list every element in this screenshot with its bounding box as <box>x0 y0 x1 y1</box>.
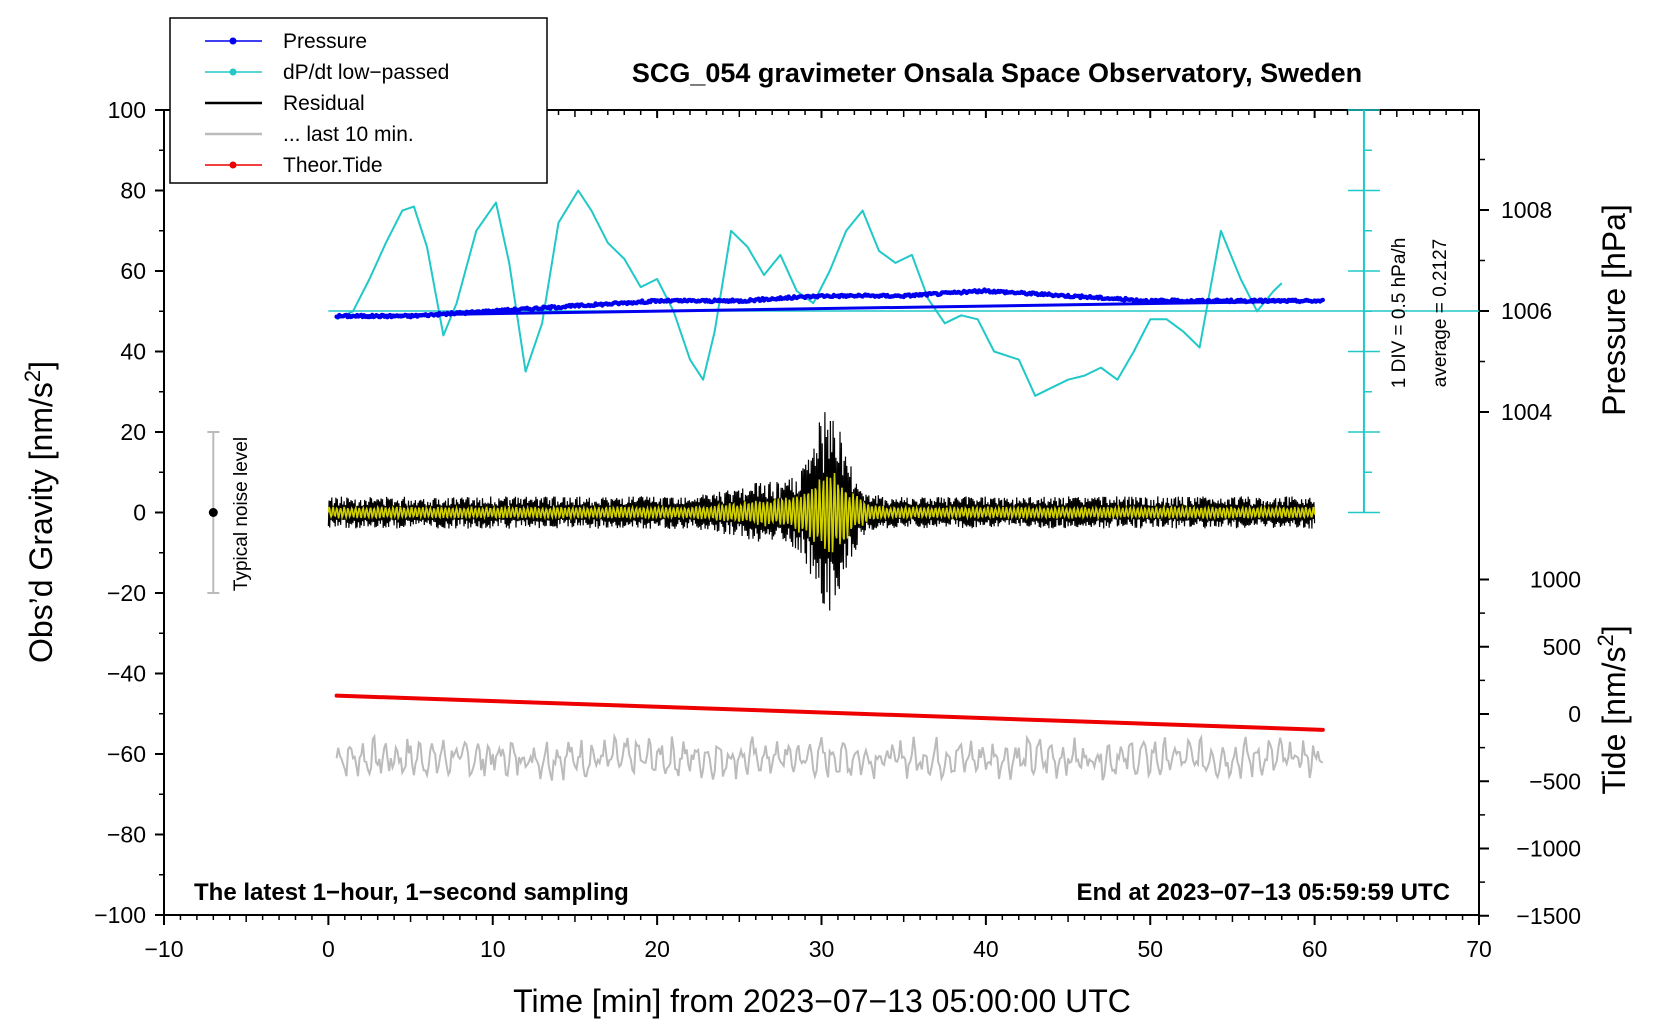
pressure-tick-label: 1004 <box>1501 399 1552 425</box>
legend-box <box>169 17 548 184</box>
tide-tick-label: −1500 <box>1516 903 1581 929</box>
y-tick-label: −20 <box>107 580 146 606</box>
y-axis-tide: 1000 500 0 −500 −1000 −1500 <box>1479 567 1581 929</box>
y-tick-label: 80 <box>120 178 146 204</box>
series-last-10-min <box>335 732 1324 782</box>
legend-label: Theor.Tide <box>283 154 383 177</box>
series-dpdt <box>336 189 1283 397</box>
x-tick-label: 10 <box>480 936 506 962</box>
series-residual-filtered <box>327 472 1316 553</box>
pressure-tick-label: 1006 <box>1501 298 1552 324</box>
y-tick-label: 100 <box>108 97 146 123</box>
y-axis-label: Obs’d Gravity [nm/s2] <box>20 361 59 663</box>
x-tick-label: 70 <box>1466 936 1492 962</box>
noise-level-bar <box>207 431 220 594</box>
chart-title: SCG_054 gravimeter Onsala Space Observat… <box>632 58 1362 88</box>
pressure-tick-label: 1008 <box>1501 197 1552 223</box>
sampling-note: The latest 1−hour, 1−second sampling <box>194 879 629 906</box>
noise-label: Typical noise level <box>231 437 252 591</box>
pressure-axis-label: Pressure [hPa] <box>1596 204 1632 416</box>
x-axis-label: Time [min] from 2023−07−13 05:00:00 UTC <box>513 983 1131 1019</box>
series-residual <box>327 412 1316 611</box>
legend-label: ... last 10 min. <box>283 123 414 146</box>
series-theor-tide <box>334 693 1325 732</box>
x-tick-label: 40 <box>973 936 999 962</box>
tide-tick-label: −1000 <box>1516 836 1581 862</box>
series-pressure <box>334 287 1326 320</box>
end-time-note: End at 2023−07−13 05:59:59 UTC <box>1076 879 1450 906</box>
x-tick-label: −10 <box>144 936 183 962</box>
y-axis-pressure: 1008 1006 1004 <box>1479 158 1552 425</box>
average-note: average = 0.2127 <box>1430 239 1451 387</box>
y-tick-label: −80 <box>107 822 146 848</box>
y-tick-label: −100 <box>94 902 146 928</box>
y-tick-label: 60 <box>120 258 146 284</box>
tide-tick-label: −500 <box>1529 768 1581 794</box>
legend: Pressure dP/dt low−passed Residual ... last… <box>169 17 548 184</box>
y-tick-label: −60 <box>107 741 146 767</box>
legend-marker <box>229 37 237 45</box>
x-tick-label: 20 <box>644 936 670 962</box>
x-tick-label: 60 <box>1302 936 1328 962</box>
tide-tick-label: 1000 <box>1530 567 1581 593</box>
x-tick-label: 0 <box>322 936 335 962</box>
legend-marker <box>229 68 237 76</box>
y-axis-gravity: 100 80 60 40 20 0 −20 −40 −60 −80 −100 <box>94 97 164 928</box>
series-layer <box>327 189 1326 782</box>
noise-bar-center <box>208 508 218 517</box>
x-tick-label: 30 <box>809 936 835 962</box>
y-tick-label: 40 <box>120 339 146 365</box>
x-tick-label: 50 <box>1137 936 1163 962</box>
div-note: 1 DIV = 0.5 hPa/h <box>1389 238 1410 389</box>
legend-label: Pressure <box>283 30 367 53</box>
tide-tick-label: 500 <box>1543 634 1581 660</box>
tide-axis-label: Tide [nm/s2] <box>1593 625 1632 794</box>
x-axis: −10 0 10 20 30 40 50 60 70 <box>144 110 1492 962</box>
legend-label: Residual <box>283 92 365 115</box>
legend-label: dP/dt low−passed <box>283 61 449 84</box>
pressure-trend <box>336 299 1323 318</box>
y-tick-label: −40 <box>107 661 146 687</box>
y-tick-label: 0 <box>133 500 146 526</box>
tide-tick-label: 0 <box>1568 701 1581 727</box>
legend-marker <box>229 161 237 169</box>
y-tick-label: 20 <box>120 419 146 445</box>
